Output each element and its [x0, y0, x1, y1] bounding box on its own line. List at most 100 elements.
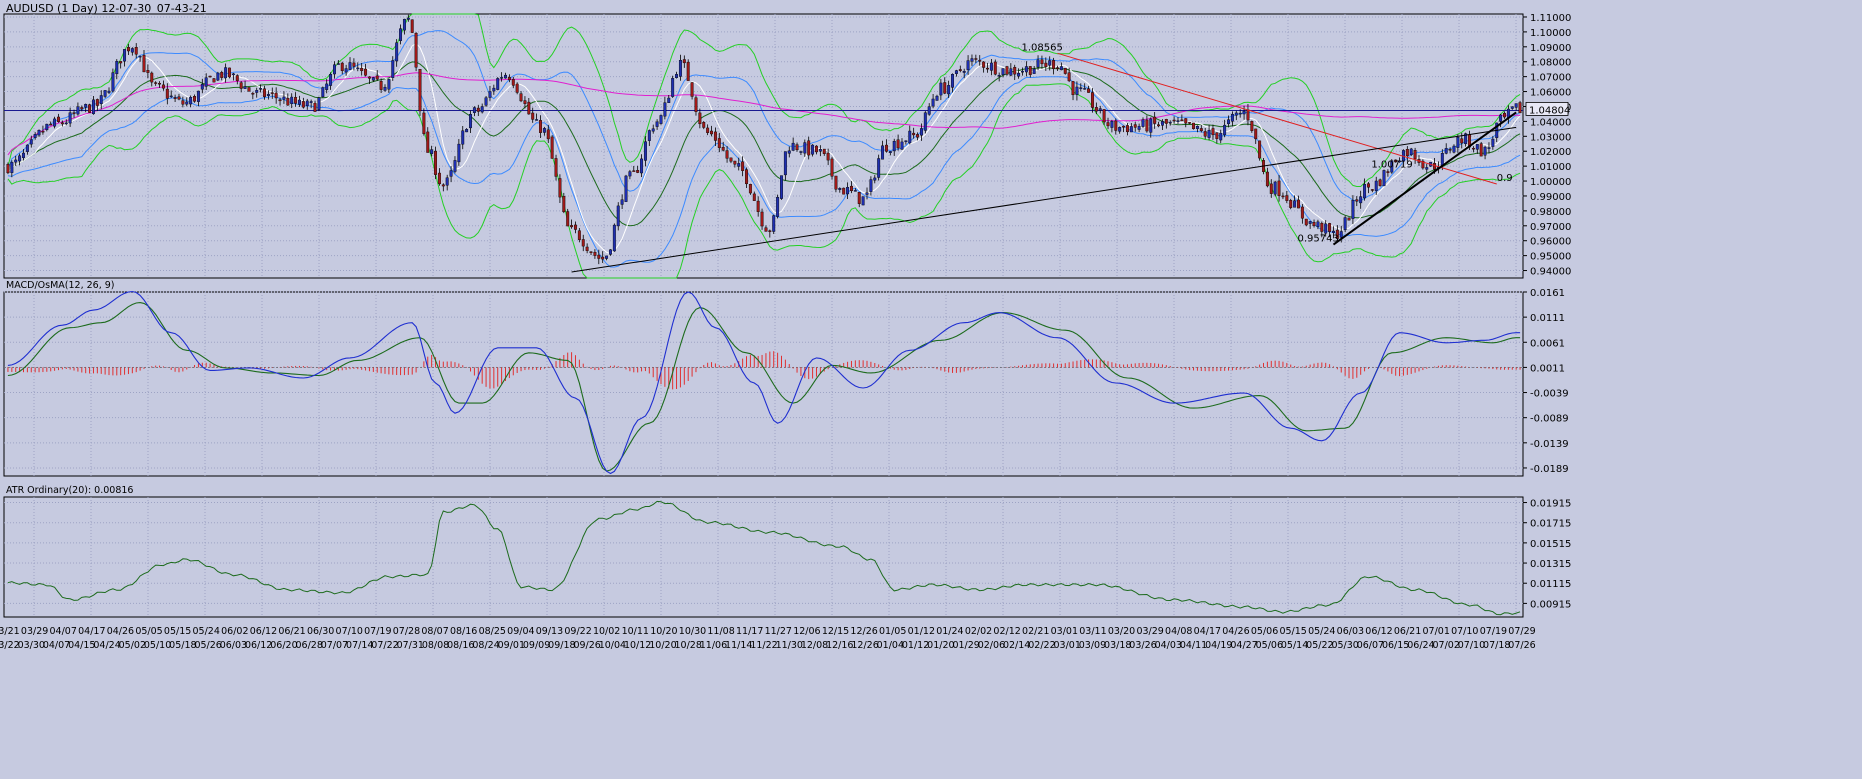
candle-down: [632, 170, 636, 172]
x-tick-label: 06/30: [307, 626, 334, 637]
y-tick-label: 0.0061: [1530, 338, 1565, 349]
x-tick-label: 06/24: [1407, 640, 1434, 651]
x-tick-label: 03/01: [1051, 626, 1078, 637]
candle-down: [235, 75, 239, 81]
candle-down: [1040, 59, 1044, 65]
candle-down: [982, 61, 986, 68]
candle-up: [966, 60, 970, 71]
candle-down: [1386, 171, 1390, 173]
candle-up: [846, 187, 850, 195]
candle-down: [72, 112, 76, 114]
y-tick-label: 0.95000: [1530, 252, 1571, 263]
candle-up: [18, 155, 22, 162]
candle-up: [818, 149, 822, 152]
candle-down: [340, 62, 344, 72]
x-tick-label: 12/26: [850, 626, 877, 637]
candle-down: [126, 47, 130, 52]
candle-down: [6, 164, 10, 174]
candle-down: [60, 122, 64, 125]
x-tick-label: 07/19: [364, 626, 391, 637]
candle-down: [41, 131, 45, 133]
candle-down: [849, 185, 853, 192]
candle-down: [1013, 67, 1017, 75]
candle-down: [574, 224, 577, 230]
candle-up: [624, 175, 628, 202]
x-tick-label: 11/06: [700, 640, 727, 651]
candle-up: [298, 99, 301, 105]
candle-down: [1114, 120, 1118, 131]
candle-up: [1195, 126, 1199, 129]
candle-down: [896, 139, 900, 149]
candle-up: [103, 90, 107, 97]
x-tick-label: 08/24: [472, 640, 499, 651]
candle-down: [1281, 195, 1285, 198]
candle-up: [970, 58, 974, 62]
candle-up: [259, 88, 263, 90]
candle-up: [799, 151, 803, 153]
candle-down: [1328, 223, 1332, 232]
candle-down: [375, 75, 379, 80]
candle-up: [480, 106, 484, 113]
candle-down: [826, 152, 830, 161]
candle-up: [64, 122, 68, 125]
current-price-label: 1.04804: [1529, 105, 1570, 116]
candle-down: [1405, 149, 1409, 157]
x-tick-label: 05/14: [1281, 640, 1308, 651]
y-tick-label: 1.01000: [1530, 162, 1571, 173]
candle-up: [138, 55, 142, 58]
y-tick-label: 1.11000: [1530, 13, 1571, 24]
x-tick-label: 09/01: [498, 640, 525, 651]
x-tick-label: 04/03: [1155, 640, 1182, 651]
candle-down: [410, 19, 414, 33]
candle-up: [356, 67, 360, 70]
candle-up: [628, 171, 632, 177]
candle-up: [123, 49, 127, 62]
chart-title: AUDUSD (1 Day) 12-07-30_07-43-21: [6, 2, 207, 15]
candle-down: [1052, 60, 1056, 69]
candle-up: [612, 224, 616, 252]
candle-down: [842, 187, 846, 195]
candle-up: [1110, 121, 1114, 128]
candle-down: [815, 145, 818, 153]
candle-up: [1001, 68, 1005, 75]
candle-up: [951, 74, 954, 88]
candle-down: [550, 136, 554, 159]
candle-up: [445, 177, 449, 186]
candle-up: [492, 87, 496, 92]
panel-atr: 0.01915 0.01715 0.01515 0.01315 0.01115 0.009…: [3, 485, 1571, 618]
panel-price: 1.11000 1.10000 1.09000 1.08000 1.07000 1.060…: [3, 13, 1571, 279]
candle-up: [1118, 127, 1122, 132]
candle-down: [1300, 206, 1304, 219]
candle-down: [733, 160, 737, 165]
candle-up: [997, 75, 1001, 77]
candle-up: [430, 149, 434, 155]
price-annotation: 0.9: [1497, 173, 1513, 184]
candle-up: [200, 84, 204, 90]
x-tick-label: 04/15: [68, 640, 95, 651]
x-tick-label: 05/06: [1256, 640, 1283, 651]
candle-up: [29, 139, 33, 145]
candle-down: [88, 104, 92, 113]
candle-down: [519, 93, 523, 102]
candle-down: [725, 150, 729, 159]
candle-up: [449, 170, 453, 177]
x-tick-label: 08/16: [447, 640, 474, 651]
candle-up: [1207, 130, 1211, 138]
candle-down: [1071, 81, 1075, 96]
candle-up: [803, 142, 807, 154]
candle-up: [224, 67, 228, 79]
candle-up: [737, 163, 741, 167]
x-tick-label: 05/05: [135, 626, 162, 637]
candle-up: [954, 70, 958, 74]
candle-up: [282, 96, 286, 100]
candle-down: [1087, 88, 1091, 93]
x-tick-label: 06/12: [245, 640, 272, 651]
candle-down: [589, 251, 593, 253]
candle-up: [1168, 122, 1172, 124]
candle-down: [95, 99, 99, 106]
candle-up: [1021, 71, 1024, 73]
y-tick-label: 1.10000: [1530, 28, 1571, 39]
candle-down: [134, 47, 138, 55]
x-tick-label: 10/11: [622, 626, 649, 637]
